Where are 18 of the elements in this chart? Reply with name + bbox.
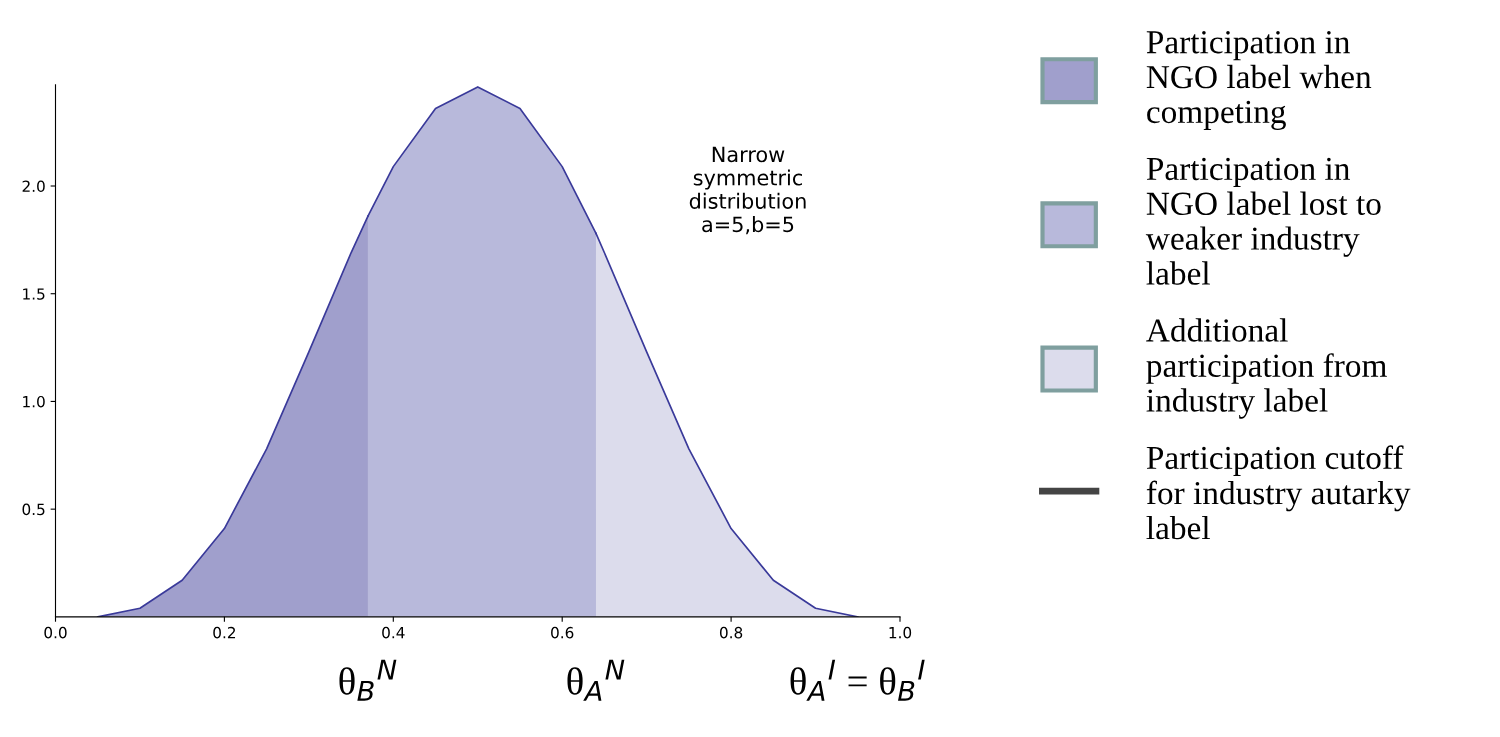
x-tick-label: 0.8 bbox=[719, 626, 743, 639]
x-tick-label: 0.6 bbox=[551, 626, 574, 639]
annotation: Narrow symmetric distribution a=5,b=5 bbox=[689, 146, 806, 235]
y-tick-label: 2.0 bbox=[22, 180, 45, 193]
x-tick-label: 0.2 bbox=[213, 626, 236, 639]
x-tick-label: 1.0 bbox=[889, 626, 912, 639]
legend-label: Participation in NGO label lost to weaker industry label bbox=[1145, 157, 1381, 285]
legend-label: Participation in NGO label when competing bbox=[1146, 31, 1372, 131]
annotation: θ$_{A}$$^{N}$ bbox=[567, 659, 625, 701]
x-tick-label: 0.4 bbox=[382, 626, 405, 639]
annotation: θ$_{B}$$^{N}$ bbox=[339, 659, 397, 701]
y-tick-label: 1.5 bbox=[23, 288, 45, 300]
y-tick-label: 0.5 bbox=[22, 503, 45, 516]
annotation: θ$_{A}$$^{I}$ = θ$_{B}$$^{I}$ bbox=[790, 659, 925, 701]
legend-label: Additional participation from industry label bbox=[1146, 318, 1387, 419]
legend-label: Participation cutoff for industry autarky label bbox=[1146, 445, 1411, 540]
y-tick-label: 1.0 bbox=[23, 395, 45, 408]
x-tick-label: 0.0 bbox=[44, 626, 67, 639]
